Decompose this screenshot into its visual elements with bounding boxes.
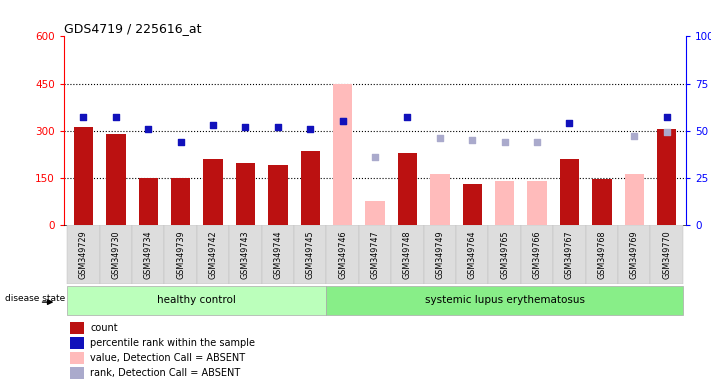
Point (337, 118, 348, 124)
Bar (106, 134, 126, 225)
Point (434, 135, 446, 141)
Bar (203, 159, 223, 225)
Bar (70, 337, 84, 349)
FancyBboxPatch shape (68, 286, 326, 315)
Bar (456, 225, 488, 284)
Point (466, 137, 478, 143)
Text: GSM349766: GSM349766 (533, 230, 542, 279)
Bar (268, 165, 287, 225)
Bar (397, 152, 417, 225)
Point (370, 154, 381, 160)
Point (77, 114, 89, 121)
Bar (70, 352, 84, 364)
Text: rank, Detection Call = ABSENT: rank, Detection Call = ABSENT (90, 368, 240, 378)
Bar (365, 201, 385, 225)
Bar (70, 367, 84, 379)
Point (208, 122, 219, 128)
Text: GSM349748: GSM349748 (403, 230, 412, 279)
Bar (424, 225, 456, 284)
Bar (586, 225, 618, 284)
Text: GSM349730: GSM349730 (112, 230, 120, 279)
Point (337, 118, 348, 124)
Text: GSM349769: GSM349769 (630, 230, 638, 279)
Point (175, 139, 186, 145)
Bar (560, 159, 579, 225)
Point (661, 114, 673, 121)
Point (402, 114, 413, 121)
Bar (100, 225, 132, 284)
Bar (624, 174, 644, 225)
Bar (657, 129, 676, 225)
Bar (359, 225, 391, 284)
Bar (74, 127, 93, 225)
Point (240, 124, 251, 130)
Text: GSM349742: GSM349742 (208, 230, 218, 279)
Bar (301, 151, 320, 225)
Point (272, 124, 284, 130)
Text: GSM349765: GSM349765 (500, 230, 509, 279)
Bar (495, 181, 514, 225)
Text: GSM349743: GSM349743 (241, 230, 250, 279)
FancyBboxPatch shape (326, 286, 683, 315)
Text: GSM349764: GSM349764 (468, 230, 477, 279)
Text: value, Detection Call = ABSENT: value, Detection Call = ABSENT (90, 353, 245, 363)
Bar (171, 178, 191, 225)
Text: GSM349739: GSM349739 (176, 230, 185, 279)
Point (564, 120, 575, 126)
Text: GSM349770: GSM349770 (662, 230, 671, 279)
Text: systemic lupus erythematosus: systemic lupus erythematosus (424, 295, 584, 306)
Text: GSM349734: GSM349734 (144, 230, 153, 279)
Bar (521, 225, 553, 284)
Text: GSM349729: GSM349729 (79, 230, 88, 279)
Bar (294, 225, 326, 284)
Point (499, 139, 510, 145)
Text: GSM349744: GSM349744 (273, 230, 282, 279)
Text: count: count (90, 323, 118, 333)
Point (304, 126, 316, 132)
Bar (197, 225, 229, 284)
Point (110, 114, 122, 121)
Text: percentile rank within the sample: percentile rank within the sample (90, 338, 255, 348)
Text: GSM349745: GSM349745 (306, 230, 315, 279)
Bar (236, 164, 255, 225)
Bar (262, 225, 294, 284)
Text: GSM349767: GSM349767 (565, 230, 574, 279)
Point (531, 139, 542, 145)
Bar (618, 225, 651, 284)
Bar (164, 225, 197, 284)
Bar (592, 179, 611, 225)
Bar (132, 225, 164, 284)
Bar (430, 174, 449, 225)
Bar (391, 225, 424, 284)
Text: GDS4719 / 225616_at: GDS4719 / 225616_at (64, 22, 201, 35)
Bar (326, 225, 359, 284)
Bar (463, 184, 482, 225)
Text: GSM349768: GSM349768 (597, 230, 606, 279)
Bar (528, 181, 547, 225)
Point (629, 133, 640, 139)
Text: GSM349746: GSM349746 (338, 230, 347, 279)
Bar (139, 178, 158, 225)
Bar (488, 225, 521, 284)
Point (661, 129, 673, 136)
Bar (68, 225, 100, 284)
Bar (553, 225, 586, 284)
Point (142, 126, 154, 132)
Bar (70, 322, 84, 334)
Text: healthy control: healthy control (157, 295, 236, 306)
Text: GSM349749: GSM349749 (435, 230, 444, 279)
Text: GSM349747: GSM349747 (370, 230, 380, 279)
Bar (651, 225, 683, 284)
Bar (333, 84, 353, 225)
Text: disease state: disease state (5, 295, 65, 303)
Bar (229, 225, 262, 284)
